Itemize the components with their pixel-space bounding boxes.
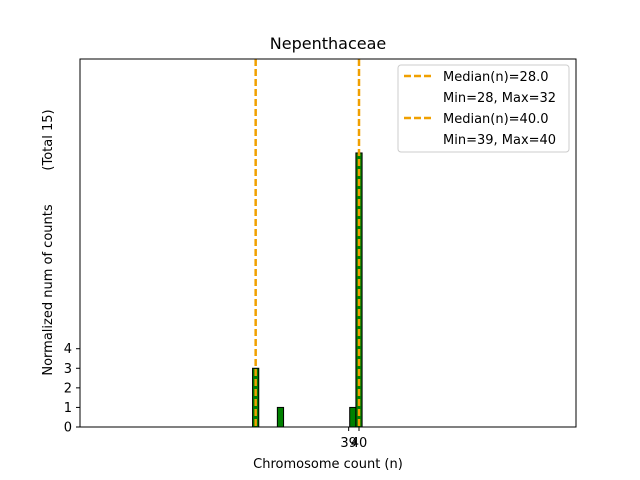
legend-median-2-label: Median(n)=40.0 (443, 112, 549, 127)
chart-title: Nepenthaceae (270, 34, 386, 53)
histogram-bar-2 (276, 406, 285, 428)
histogram-bar-1 (252, 367, 260, 428)
legend-median-1-range: Min=28, Max=32 (443, 91, 556, 106)
legend: Median(n)=28.0 Min=28, Max=32 Median(n)=… (397, 64, 570, 153)
x-axis-label: Chromosome count (n) (253, 457, 403, 472)
legend-median-1-label: Median(n)=28.0 (443, 70, 549, 85)
plot-frame (79, 58, 577, 428)
y-tick-label-4: 4 (64, 342, 72, 357)
y-tick-label-2: 2 (64, 381, 72, 396)
x-tick-label-39: 39 (340, 436, 357, 451)
legend-box (397, 64, 570, 153)
y-tick-label-1: 1 (64, 401, 72, 416)
legend-median-2-range: Min=39, Max=40 (443, 133, 556, 148)
y-axis-total-note: (Total 15) (41, 109, 56, 170)
x-tick-label-40: 40 (351, 436, 368, 451)
histogram-bar-3 (349, 406, 357, 428)
y-axis-label: Normalized num of counts (41, 204, 56, 375)
y-tick-label-3: 3 (64, 362, 72, 377)
y-tick-label-0: 0 (64, 421, 72, 436)
